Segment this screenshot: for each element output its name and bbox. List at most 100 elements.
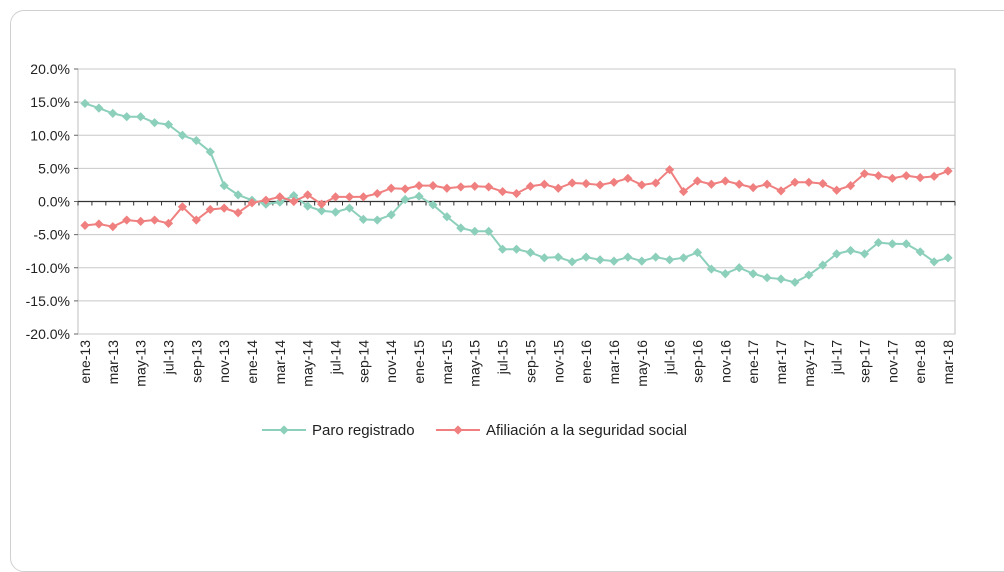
x-tick-label: sep-17 bbox=[857, 340, 873, 383]
legend-item: Paro registrado bbox=[262, 422, 415, 439]
data-point-marker bbox=[916, 173, 925, 182]
data-point-marker bbox=[387, 184, 396, 193]
legend-label: Paro registrado bbox=[312, 422, 415, 439]
x-tick-label: may-16 bbox=[634, 340, 650, 387]
x-tick-label: may-17 bbox=[801, 340, 817, 387]
x-tick-label: mar-15 bbox=[439, 340, 455, 385]
x-tick-label: may-13 bbox=[133, 340, 149, 387]
x-tick-label: ene-15 bbox=[411, 340, 427, 384]
line-chart: 20.0%15.0%10.0%5.0%0.0%-5.0%-10.0%-15.0%… bbox=[0, 0, 1004, 515]
legend-item: Afiliación a la seguridad social bbox=[436, 422, 687, 439]
x-tick-label: mar-14 bbox=[272, 340, 288, 385]
x-tick-label: nov-17 bbox=[884, 340, 900, 383]
x-tick-label: sep-16 bbox=[689, 340, 705, 383]
data-point-marker bbox=[470, 182, 479, 191]
data-point-marker bbox=[414, 181, 423, 190]
data-point-marker bbox=[428, 181, 437, 190]
data-point-marker bbox=[582, 179, 591, 188]
x-tick-label: ene-18 bbox=[912, 340, 928, 384]
legend-marker bbox=[279, 425, 288, 434]
x-tick-label: nov-16 bbox=[717, 340, 733, 383]
data-point-marker bbox=[484, 182, 493, 191]
data-point-marker bbox=[595, 180, 604, 189]
data-point-marker bbox=[637, 180, 646, 189]
x-tick-label: mar-16 bbox=[606, 340, 622, 385]
data-point-marker bbox=[749, 183, 758, 192]
data-point-marker bbox=[122, 215, 131, 224]
data-point-marker bbox=[943, 166, 952, 175]
y-tick-label: -15.0% bbox=[26, 293, 70, 309]
y-tick-label: 5.0% bbox=[38, 160, 70, 176]
data-point-marker bbox=[512, 245, 521, 254]
x-tick-label: ene-16 bbox=[578, 340, 594, 384]
data-point-marker bbox=[540, 180, 549, 189]
data-point-marker bbox=[776, 274, 785, 283]
data-point-marker bbox=[220, 204, 229, 213]
data-point-marker bbox=[414, 192, 423, 201]
data-point-marker bbox=[790, 178, 799, 187]
data-point-marker bbox=[735, 263, 744, 272]
y-tick-label: 0.0% bbox=[38, 194, 70, 210]
data-point-marker bbox=[609, 257, 618, 266]
x-tick-label: sep-14 bbox=[355, 340, 371, 383]
data-point-marker bbox=[930, 172, 939, 181]
data-point-marker bbox=[846, 246, 855, 255]
y-tick-label: -20.0% bbox=[26, 326, 70, 342]
x-tick-label: nov-13 bbox=[216, 340, 232, 383]
data-point-marker bbox=[554, 184, 563, 193]
x-tick-label: ene-13 bbox=[77, 340, 93, 384]
x-tick-label: nov-15 bbox=[550, 340, 566, 383]
data-point-marker bbox=[568, 178, 577, 187]
data-point-marker bbox=[136, 217, 145, 226]
data-point-marker bbox=[623, 174, 632, 183]
data-point-marker bbox=[150, 118, 159, 127]
data-point-marker bbox=[150, 215, 159, 224]
y-tick-label: 15.0% bbox=[30, 94, 70, 110]
data-point-marker bbox=[94, 103, 103, 112]
data-point-marker bbox=[108, 109, 117, 118]
data-point-marker bbox=[874, 171, 883, 180]
x-tick-label: ene-14 bbox=[244, 340, 260, 384]
data-point-marker bbox=[526, 248, 535, 257]
x-tick-label: ene-17 bbox=[745, 340, 761, 384]
data-point-marker bbox=[776, 186, 785, 195]
data-point-marker bbox=[345, 192, 354, 201]
series-afiliacion bbox=[80, 165, 952, 231]
data-point-marker bbox=[888, 174, 897, 183]
data-point-marker bbox=[331, 208, 340, 217]
y-tick-label: 20.0% bbox=[30, 61, 70, 77]
x-tick-label: jul-15 bbox=[495, 340, 511, 375]
legend-label: Afiliación a la seguridad social bbox=[486, 422, 687, 439]
data-point-marker bbox=[80, 221, 89, 230]
data-point-marker bbox=[943, 253, 952, 262]
data-point-marker bbox=[762, 180, 771, 189]
data-point-marker bbox=[540, 253, 549, 262]
data-point-marker bbox=[108, 222, 117, 231]
data-point-marker bbox=[94, 219, 103, 228]
data-point-marker bbox=[818, 179, 827, 188]
data-point-marker bbox=[568, 257, 577, 266]
data-point-marker bbox=[888, 239, 897, 248]
x-tick-label: jul-17 bbox=[829, 340, 845, 375]
y-tick-label: 10.0% bbox=[30, 127, 70, 143]
data-point-marker bbox=[554, 253, 563, 262]
data-point-marker bbox=[651, 253, 660, 262]
data-point-marker bbox=[512, 189, 521, 198]
series-line bbox=[85, 170, 948, 227]
data-point-marker bbox=[359, 192, 368, 201]
x-axis: ene-13 mar-13 may-13 jul-13 sep-13 nov-13 ene-… bbox=[77, 202, 956, 387]
data-point-marker bbox=[122, 112, 131, 121]
data-point-marker bbox=[679, 253, 688, 262]
x-tick-label: sep-15 bbox=[522, 340, 538, 383]
x-tick-label: jul-13 bbox=[160, 340, 176, 375]
data-point-marker bbox=[373, 189, 382, 198]
legend-marker bbox=[453, 425, 462, 434]
data-point-marker bbox=[749, 269, 758, 278]
data-point-marker bbox=[456, 182, 465, 191]
data-point-marker bbox=[902, 239, 911, 248]
data-point-marker bbox=[721, 176, 730, 185]
data-point-marker bbox=[902, 171, 911, 180]
data-point-marker bbox=[609, 178, 618, 187]
data-point-marker bbox=[665, 255, 674, 264]
x-tick-label: mar-13 bbox=[105, 340, 121, 385]
